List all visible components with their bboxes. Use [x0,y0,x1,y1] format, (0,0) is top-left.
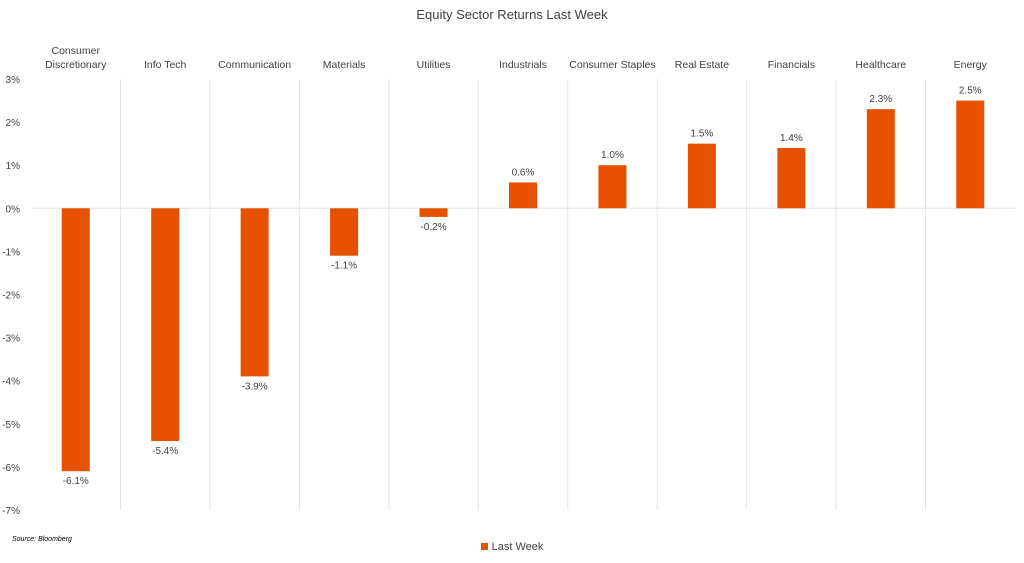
category-label: Real Estate [675,59,729,71]
y-tick-label: -1% [2,247,20,258]
y-tick-label: -2% [2,291,20,302]
data-label: 1.0% [601,150,624,161]
bar [777,147,806,209]
bar [598,165,627,209]
data-label: 2.3% [869,94,892,105]
source-note: Source: Bloomberg [12,536,72,543]
data-label: -0.2% [420,222,446,233]
bar [61,208,90,472]
data-label: 0.6% [512,167,535,178]
legend-swatch [480,543,488,550]
category-label: Consumer Discretionary [45,45,107,71]
bar [866,109,895,209]
legend-label: Last Week [491,541,544,553]
data-label: -1.1% [331,261,357,272]
category-label: Info Tech [144,59,187,71]
bar [419,208,448,217]
y-tick-label: 0% [6,204,21,215]
y-tick-label: 3% [6,75,21,86]
bar [956,100,985,209]
bar [509,182,537,209]
data-label: 2.5% [959,86,982,97]
data-label: -6.1% [63,476,89,487]
y-tick-label: -7% [2,506,20,517]
y-tick-label: -5% [2,420,20,431]
chart-title: Equity Sector Returns Last Week [416,7,608,22]
y-tick-label: 2% [6,118,21,129]
category-label: Energy [954,59,988,71]
category-label: Financials [768,59,815,71]
data-label: 1.4% [780,133,803,144]
data-label: -3.9% [242,381,268,392]
bar [330,208,359,256]
category-label: Materials [323,59,366,71]
bar [687,143,716,209]
data-label: 1.5% [691,129,714,140]
category-label: Utilities [417,59,451,71]
category-label: Consumer Staples [569,59,655,71]
y-tick-label: -6% [2,463,20,474]
legend: Last Week [0,541,1024,553]
category-label: Communication [218,59,291,71]
data-label: -5.4% [152,446,178,457]
y-tick-label: -4% [2,377,20,388]
y-tick-label: -3% [2,334,20,345]
category-label: Industrials [499,59,547,71]
y-tick-label: 1% [6,161,21,172]
category-label: Healthcare [855,59,906,71]
bar [240,208,269,377]
bar [151,208,180,442]
